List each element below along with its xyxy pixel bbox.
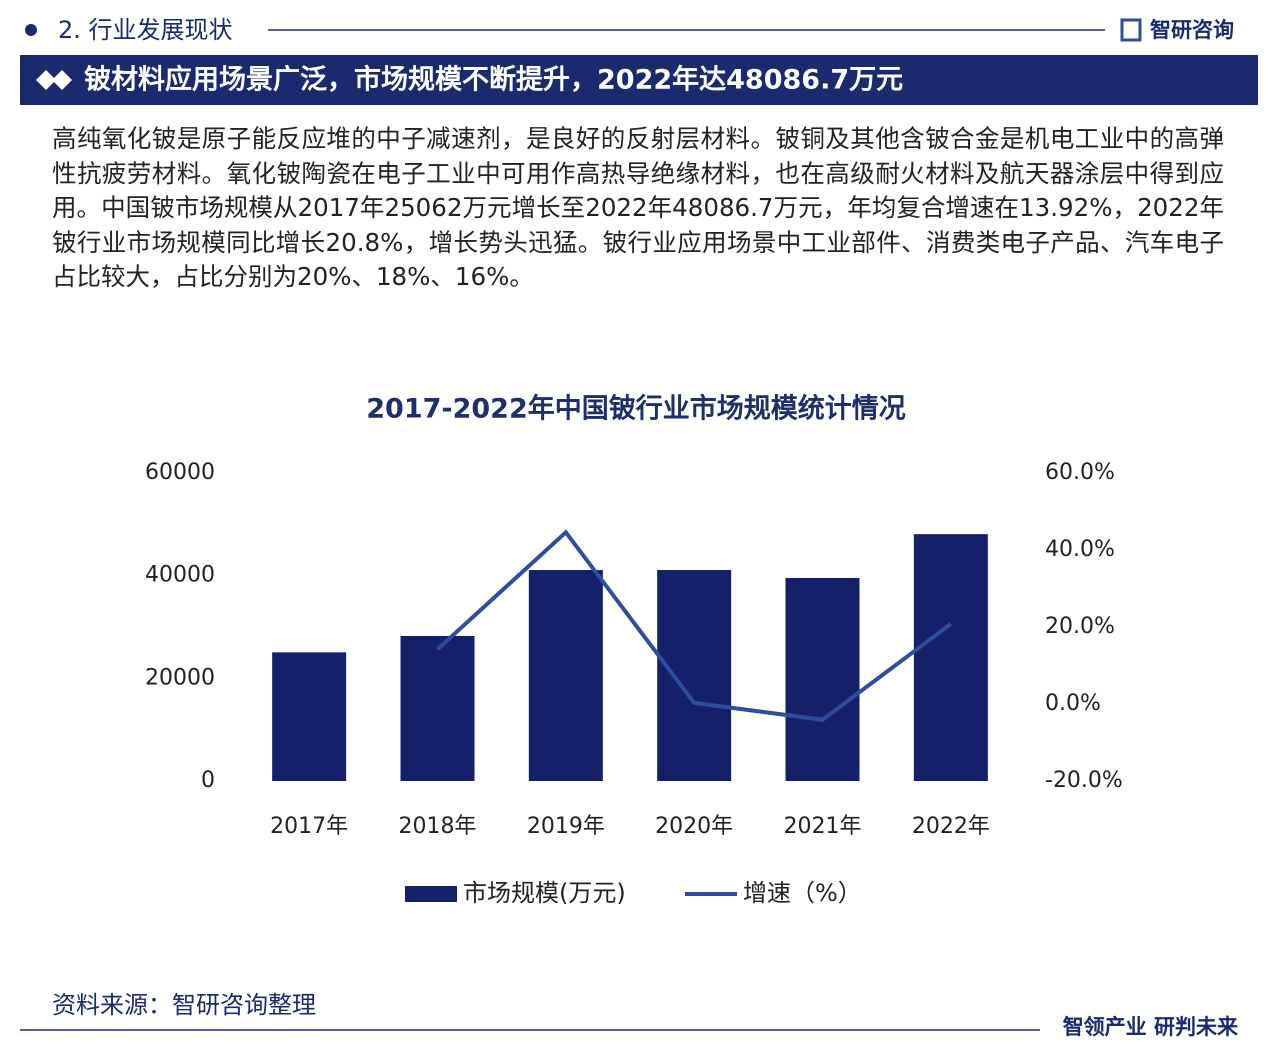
x-tick-label: 2018年 [399, 814, 477, 839]
x-tick-label: 2022年 [912, 814, 990, 839]
y2-tick-label: 60.0% [1045, 460, 1115, 485]
logo-icon [1120, 18, 1142, 42]
y2-tick-label: 40.0% [1045, 537, 1115, 562]
x-tick-label: 2021年 [784, 814, 862, 839]
chart-title: 2017-2022年中国铍行业市场规模统计情况 [366, 393, 906, 425]
bar [913, 534, 988, 781]
legend-label: 增速（%） [743, 879, 862, 907]
logo-text: 智研咨询 [1150, 18, 1234, 42]
bar [657, 570, 732, 781]
x-tick-label: 2019年 [527, 814, 605, 839]
y2-tick-label: 20.0% [1045, 614, 1115, 639]
bar [272, 652, 347, 781]
banner-title: 铍材料应用场景广泛，市场规模不断提升，2022年达48086.7万元 [84, 64, 903, 96]
y2-tick-label: 0.0% [1045, 691, 1101, 716]
y-tick-label: 40000 [145, 563, 215, 588]
y-tick-label: 60000 [145, 460, 215, 485]
legend-swatch [405, 886, 457, 902]
paragraph: 高纯氧化铍是原子能反应堆的中子减速剂，是良好的反射层材料。铍铜及其他含铍合金是机… [52, 124, 1225, 291]
x-tick-label: 2020年 [655, 814, 733, 839]
x-tick-label: 2017年 [270, 814, 348, 839]
banner [20, 55, 1258, 105]
bar [400, 635, 475, 781]
y-tick-label: 20000 [145, 665, 215, 690]
bullet [25, 24, 37, 36]
legend-label: 市场规模(万元) [463, 879, 626, 907]
banner-icon [36, 70, 72, 90]
source: 资料来源：智研咨询整理 [52, 991, 316, 1019]
bar [528, 570, 603, 781]
section-title: 2. 行业发展现状 [58, 16, 233, 44]
bar [785, 577, 860, 781]
y-tick-label: 0 [201, 768, 215, 793]
line [436, 529, 953, 722]
y2-tick-label: -20.0% [1045, 768, 1123, 793]
footer-slogan: 智领产业 研判未来 [1063, 1015, 1239, 1039]
